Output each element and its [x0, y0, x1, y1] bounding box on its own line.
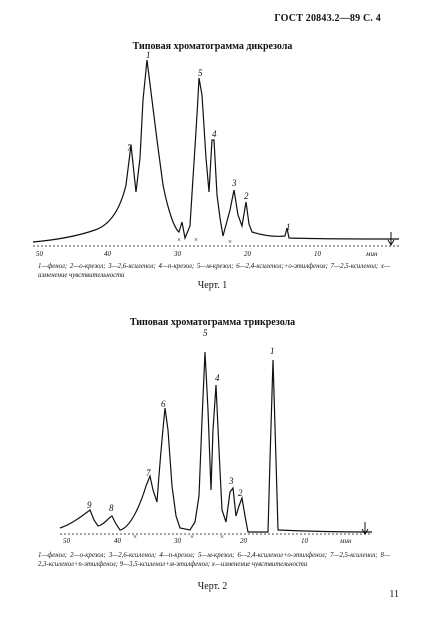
peak-label-4: 4: [215, 373, 220, 383]
peak-label-4: 4: [212, 129, 217, 139]
peak-label-5: 5: [198, 68, 203, 78]
svg-text:×: ×: [190, 533, 194, 541]
peak-label-8: 8: [109, 503, 114, 513]
peak-label-3: 3: [228, 476, 234, 486]
chromatogram-2-trace: [59, 351, 373, 533]
peak-label-1: 1: [270, 346, 275, 356]
axis-tick-20: 20: [244, 250, 252, 258]
figure1-caption: 1—фенол; 2—о-крезол; 3—2,6-ксиленол; 4—п…: [38, 263, 390, 279]
peak-label-7: 7: [127, 143, 132, 153]
axis-tick-20: 20: [240, 537, 248, 545]
svg-text:×: ×: [194, 236, 198, 244]
peak-label-6: 6: [161, 399, 166, 409]
peak-label-2: 2: [238, 488, 243, 498]
inject-arrow-1: [387, 232, 395, 246]
axis-tick-10: 10: [314, 250, 322, 258]
figure2-title: Типовая хроматограмма трикрезола: [129, 317, 296, 328]
figure1-title: Типовая хроматограмма дикрезола: [132, 41, 293, 52]
chromatogram-2: × × × 9 8 7 6 5 4 3 2 1 50 40 30 20 10 мин: [59, 328, 373, 545]
peak-label-9: 9: [87, 500, 92, 510]
axis-unit: мин: [365, 250, 378, 258]
peak-label-1: 1: [146, 50, 151, 60]
axis-unit: мин: [339, 537, 352, 545]
peak-label-7: 7: [146, 468, 151, 478]
chromatogram-1: × × × 7 1 5 4 3 2 1 50 40 30 20 10 мин: [32, 50, 400, 258]
svg-text:×: ×: [228, 238, 232, 246]
axis-tick-10: 10: [301, 537, 309, 545]
peak-label-1b: 1: [286, 222, 291, 232]
page-header: ГОСТ 20843.2—89 С. 4: [274, 13, 381, 24]
axis-tick-40: 40: [114, 537, 122, 545]
sensitivity-marks-2: × × ×: [133, 533, 224, 541]
figure2-caption: 1—фенол; 2—о-крезол; 3—2,6-ксиленол; 4—п…: [38, 552, 390, 568]
axis-tick-50: 50: [63, 537, 71, 545]
svg-text:×: ×: [220, 533, 224, 541]
figure1-label: Черт. 1: [197, 280, 228, 291]
axis-tick-50: 50: [36, 250, 44, 258]
page-number: 11: [389, 589, 399, 600]
axis-tick-30: 30: [173, 250, 182, 258]
axis-tick-30: 30: [173, 537, 182, 545]
figure2-label: Черт. 2: [197, 581, 228, 592]
svg-text:×: ×: [133, 533, 137, 541]
peak-label-3: 3: [231, 178, 237, 188]
chromatogram-1-trace: [32, 59, 400, 243]
peak-label-5: 5: [203, 328, 208, 338]
inject-arrow-2: [361, 522, 369, 535]
peak-label-2: 2: [244, 191, 249, 201]
axis-tick-40: 40: [104, 250, 112, 258]
svg-text:×: ×: [177, 236, 181, 244]
sensitivity-marks-1: × × ×: [177, 236, 232, 246]
